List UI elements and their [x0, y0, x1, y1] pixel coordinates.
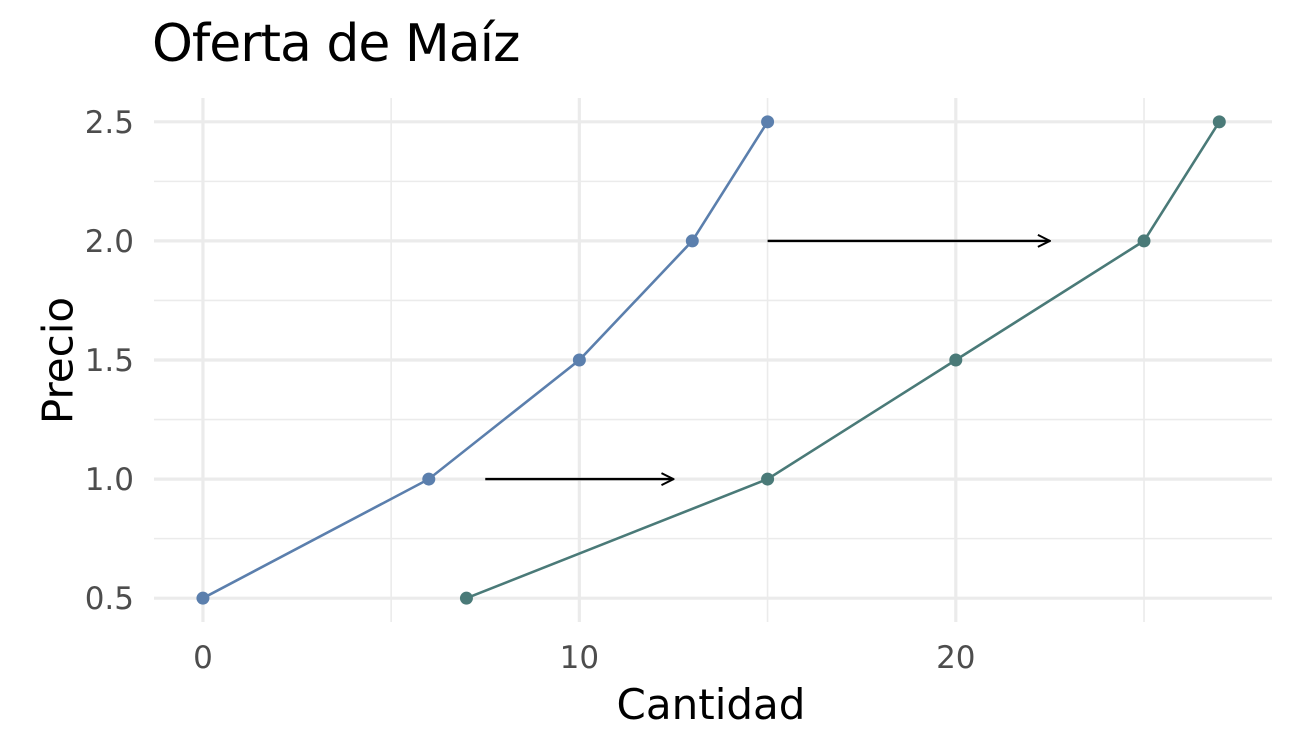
chart-title: Oferta de Maíz	[152, 14, 520, 74]
series-1-point	[572, 353, 586, 367]
series-2-point	[1212, 115, 1226, 129]
series-2-point	[459, 591, 473, 605]
x-tick-label: 10	[560, 640, 599, 676]
series-1-point	[196, 591, 210, 605]
y-tick-label: 0.5	[85, 581, 134, 617]
y-tick-label: 2.5	[85, 105, 134, 141]
y-tick-label: 1.0	[85, 462, 134, 498]
series-1-point	[422, 472, 436, 486]
series-2-point	[949, 353, 963, 367]
series-1-point	[761, 115, 775, 129]
y-tick-label: 2.0	[85, 224, 134, 260]
y-tick-label: 1.5	[85, 343, 134, 379]
x-axis-label: Cantidad	[616, 680, 806, 729]
series-1-point	[685, 234, 699, 248]
series-2-point	[761, 472, 775, 486]
x-tick-label: 20	[936, 640, 975, 676]
x-tick-label: 0	[193, 640, 213, 676]
series-2-point	[1137, 234, 1151, 248]
